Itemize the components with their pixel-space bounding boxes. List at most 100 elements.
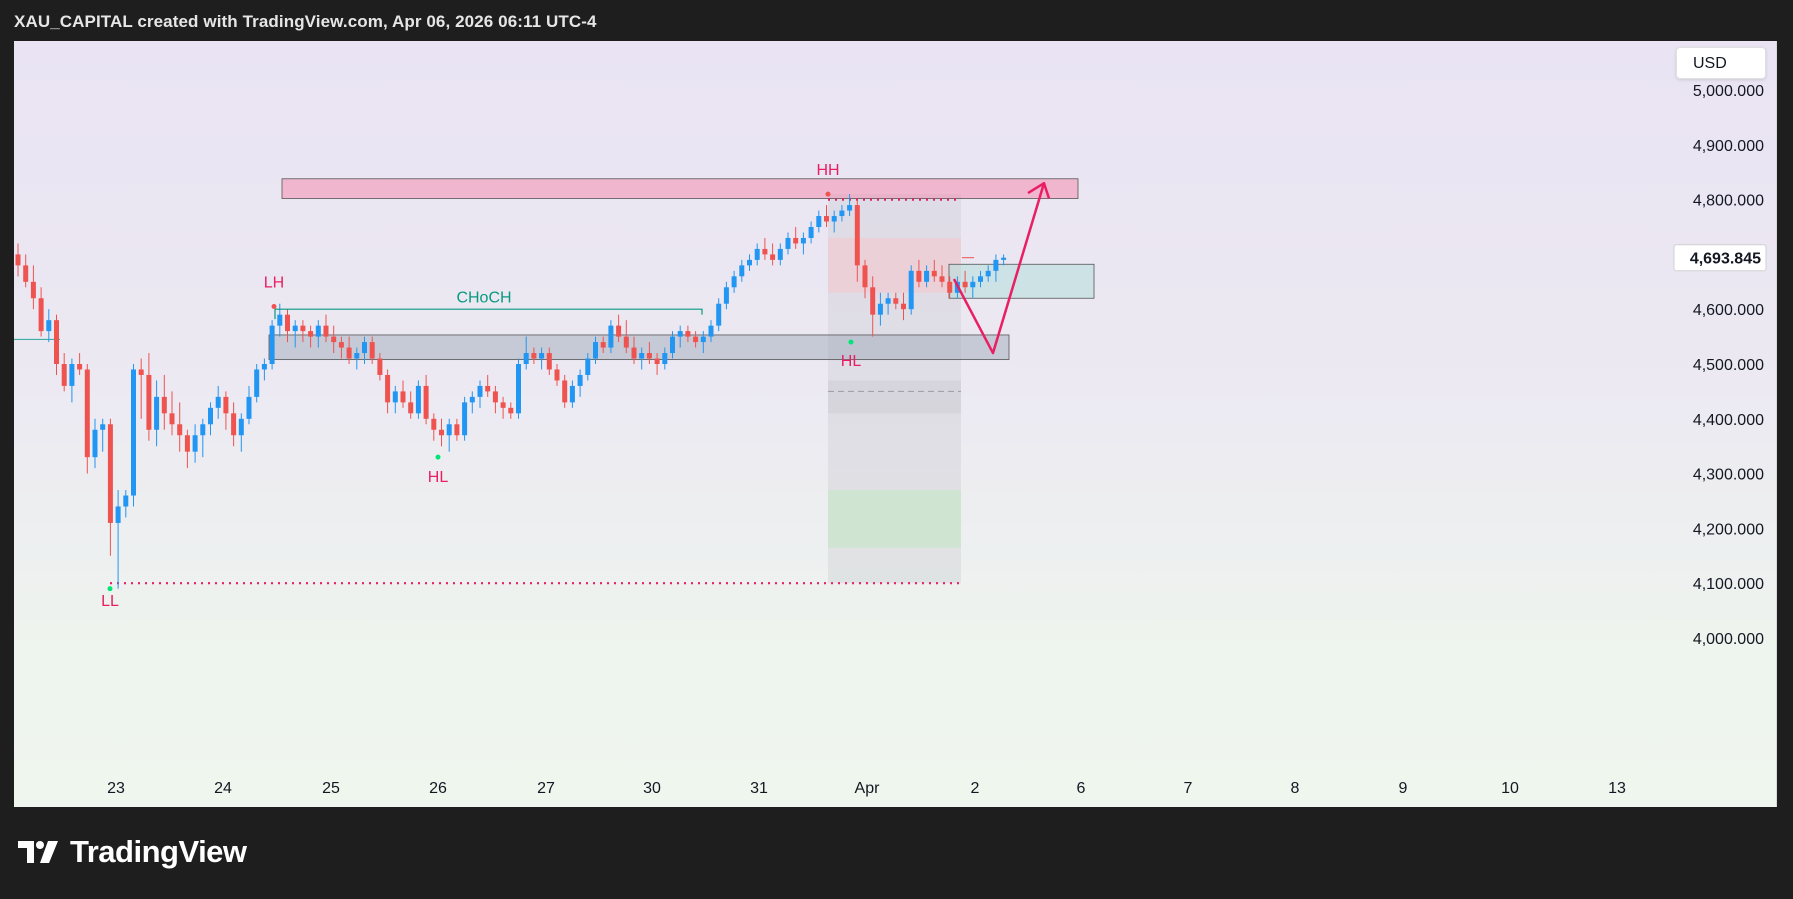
candle-body — [161, 396, 167, 414]
price-axis-label: 5,000.000 — [1693, 83, 1764, 100]
candle-body — [392, 391, 398, 403]
candle-body — [400, 391, 406, 403]
drawing-layer — [14, 178, 1095, 585]
candle-body — [593, 342, 598, 359]
candle-body — [69, 364, 75, 386]
candle-body — [338, 342, 344, 348]
candle-body — [700, 336, 706, 343]
tradingview-brand[interactable]: TradingView — [18, 834, 247, 870]
candle-body — [492, 391, 498, 403]
price-chart[interactable]: LH CHoCH HL LL HH HL 5,000.000 4,900.000 4,800.… — [14, 41, 1776, 807]
currency-selector[interactable]: USD — [1676, 47, 1766, 79]
position-entry-area — [828, 380, 961, 414]
candle-body — [408, 402, 414, 414]
price-axis-label: 4,500.000 — [1693, 357, 1764, 374]
price-axis[interactable]: 5,000.0004,900.0004,800.0004,700.0004,60… — [962, 83, 1767, 648]
candle-body — [623, 336, 629, 348]
candle-body — [885, 298, 891, 304]
candle-body — [354, 353, 360, 359]
candle-body — [893, 298, 899, 304]
candle-body — [585, 358, 591, 375]
projection-arrowhead — [1027, 181, 1051, 199]
time-axis-label: Apr — [855, 780, 881, 797]
candle-body — [808, 227, 814, 238]
current-price-tag — [1673, 244, 1767, 272]
candle-body — [993, 259, 999, 271]
candle-body — [546, 353, 552, 370]
candle-body — [870, 287, 876, 315]
candle-body — [184, 435, 190, 452]
candle-body — [415, 385, 421, 414]
supply-zone — [281, 178, 1079, 199]
candle-body — [608, 325, 614, 348]
candle-body — [308, 331, 314, 337]
candle-body — [539, 353, 545, 359]
candle-body — [677, 331, 683, 337]
annotation-hl: HL — [428, 469, 449, 486]
candle-body — [854, 205, 860, 266]
annotations-layer: LH CHoCH HL LL HH HL — [101, 162, 1051, 610]
candle-body — [877, 303, 883, 315]
chart-pane[interactable]: LH CHoCH HL LL HH HL 5,000.000 4,900.000 4,800.… — [14, 41, 1777, 807]
time-axis-label: 2 — [971, 780, 980, 797]
candle-body — [346, 347, 352, 359]
annotation-ll: LL — [101, 593, 119, 610]
candle-body — [285, 314, 290, 332]
candle-body — [754, 248, 760, 260]
candle-body — [978, 276, 983, 282]
candle-body — [616, 325, 622, 337]
candle-body — [554, 369, 560, 381]
time-axis-label: 13 — [1608, 780, 1626, 797]
candle-body — [839, 210, 845, 217]
candle-body — [639, 353, 645, 359]
candle-body — [231, 413, 237, 436]
time-axis-label: 9 — [1399, 780, 1408, 797]
candle-body — [292, 325, 298, 332]
candle-body — [261, 364, 267, 370]
candle-body — [777, 248, 783, 260]
time-axis-label: 7 — [1184, 780, 1193, 797]
time-axis-label: 27 — [537, 780, 555, 797]
candle-body — [115, 506, 121, 523]
candle-body — [369, 342, 375, 359]
candle-body — [107, 424, 113, 523]
candle-body — [747, 259, 752, 266]
time-axis-label: 8 — [1291, 780, 1300, 797]
price-axis-label: 4,100.000 — [1693, 576, 1764, 593]
candle-body — [439, 429, 444, 436]
position-profit-area — [828, 490, 961, 548]
candle-body — [631, 347, 637, 359]
candle-body — [577, 374, 583, 386]
tradingview-wordmark: TradingView — [70, 834, 247, 869]
choch-line — [274, 308, 703, 320]
time-axis-label: 10 — [1501, 780, 1519, 797]
time-axis-label: 26 — [429, 780, 447, 797]
candle-body — [15, 254, 21, 266]
candle-body — [847, 205, 853, 211]
candle-body — [516, 364, 521, 414]
time-axis-label: 31 — [750, 780, 768, 797]
candle-body — [1001, 257, 1007, 260]
candle-body — [23, 265, 29, 282]
time-axis-label: 25 — [322, 780, 340, 797]
price-axis-label: 4,300.000 — [1693, 467, 1764, 484]
candle-body — [477, 385, 483, 397]
candle-body — [931, 270, 937, 277]
candle-body — [46, 320, 52, 332]
candle-body — [800, 237, 806, 244]
candles-layer — [15, 194, 1007, 589]
swing-point-dot — [107, 586, 113, 592]
time-axis[interactable]: 23 24 25 26 27 30 31 Apr 2 6 7 8 9 10 13 — [107, 780, 1626, 797]
candle-body — [831, 216, 837, 222]
candle-body — [469, 396, 475, 403]
candle-body — [824, 216, 829, 222]
swing-point-dot — [435, 454, 441, 460]
candle-body — [238, 418, 244, 436]
candle-body — [731, 276, 737, 288]
candle-body — [662, 353, 668, 364]
candle-body — [92, 429, 98, 458]
support-zone — [268, 334, 1010, 361]
time-axis-label: 23 — [107, 780, 125, 797]
candle-body — [323, 325, 329, 337]
candle-body — [723, 287, 729, 304]
